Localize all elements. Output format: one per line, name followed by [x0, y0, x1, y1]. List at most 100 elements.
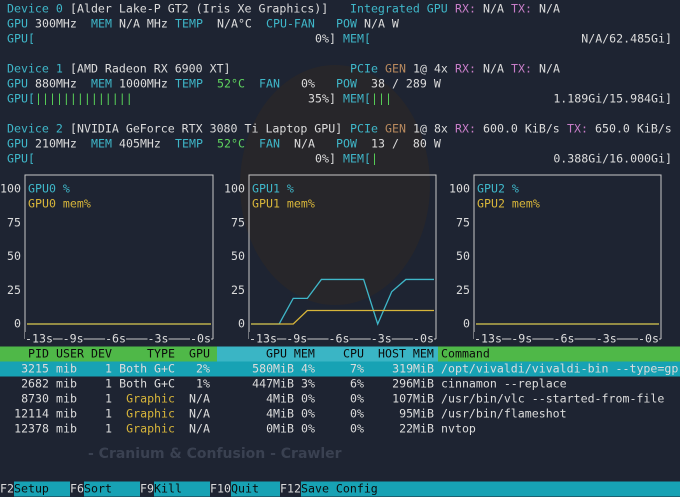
column-header: GPU	[189, 347, 210, 361]
mem-usage: N/A/62.485Gi	[581, 32, 665, 46]
y-tick-label: 100	[224, 182, 245, 196]
x-tick-bg	[413, 332, 434, 346]
selected-row-bg	[0, 361, 680, 377]
mem-label: MEM	[91, 17, 112, 31]
fan-value: N/A	[294, 137, 315, 151]
footer-label-bg	[84, 481, 140, 497]
gpu-clock: 880MHz	[35, 77, 77, 91]
gpu-clock: 210MHz	[35, 137, 77, 151]
y-tick-label: 50	[7, 249, 21, 263]
footer-action[interactable]: Setup	[14, 482, 49, 496]
footer-action[interactable]: Sort	[84, 482, 112, 496]
footer-key[interactable]: F10	[210, 482, 231, 496]
gen-label: GEN	[385, 122, 406, 136]
footer-key[interactable]: F9	[140, 482, 154, 496]
x-tick-bg	[105, 332, 127, 346]
process-pid: 8730	[21, 392, 49, 406]
gpu-util: 0%	[315, 32, 329, 46]
series-line	[251, 309, 434, 325]
y-tick-label: 25	[231, 283, 245, 297]
mem-bar-open: MEM[	[343, 152, 371, 166]
device-id: Device 0	[7, 2, 63, 16]
process-command: /usr/bin/vlc --started-from-file	[441, 392, 664, 406]
process-gpu: 1%	[196, 377, 210, 391]
y-tick-label: 25	[7, 283, 21, 297]
footer-label-bg	[231, 481, 280, 497]
legend-entry: GPU1 mem%	[252, 197, 315, 211]
x-tick-label: -13s	[249, 332, 277, 346]
pow-label: POW	[336, 77, 357, 91]
rx-value: 600.0 KiB/s	[483, 122, 560, 136]
mem-bar-close: ]	[665, 92, 672, 106]
temperature: 52°C	[217, 77, 245, 91]
device-model: [Alder Lake-P GT2 (Iris Xe Graphics)]	[70, 2, 328, 16]
tx-value: N/A	[539, 62, 560, 76]
process-host-mem: 95MiB	[399, 407, 434, 421]
legend-entry: GPU0 mem%	[28, 197, 91, 211]
column-header: TYPE	[147, 347, 175, 361]
device-model: [AMD Radeon RX 6900 XT]	[70, 62, 231, 76]
x-tick-bg	[553, 332, 575, 346]
mem-usage: 0.388Gi/16.000Gi	[553, 152, 665, 166]
mem-label: MEM	[91, 137, 112, 151]
process-host-mem: 22MiB	[399, 422, 434, 436]
footer-action[interactable]: Quit	[231, 482, 259, 496]
footer-action[interactable]: Save Config	[301, 482, 378, 496]
process-gpu: N/A	[189, 407, 210, 421]
process-user: mib	[56, 392, 77, 406]
process-cpu: 0%	[350, 407, 364, 421]
x-tick-bg	[370, 332, 392, 346]
process-dev: 1	[105, 392, 112, 406]
process-cpu: 0%	[350, 392, 364, 406]
footer-key[interactable]: F6	[70, 482, 84, 496]
x-tick-label: -6s	[329, 332, 350, 346]
process-cpu: 7%	[350, 362, 364, 376]
legend-entry: GPU1 %	[252, 182, 294, 196]
process-mem-pct: 0%	[301, 407, 315, 421]
footer-key[interactable]: F2	[0, 482, 14, 496]
process-command: nvtop	[441, 422, 476, 436]
fan-label: CPU-FAN	[266, 17, 315, 31]
gpu-bar-open: GPU[	[7, 32, 35, 46]
rx-label: RX:	[455, 2, 476, 16]
x-tick-label: -6s	[554, 332, 575, 346]
gpu-label: GPU	[7, 17, 28, 31]
footer-action[interactable]: Kill	[154, 482, 182, 496]
tx-label: TX:	[511, 2, 532, 16]
rx-label: RX:	[455, 122, 476, 136]
rx-label: RX:	[455, 62, 476, 76]
header-bg-sorted	[217, 346, 438, 362]
x-tick-bg	[328, 332, 350, 346]
temperature: N/A°C	[217, 17, 252, 31]
gpu-bar-open: GPU[	[7, 152, 35, 166]
mem-bar-open: MEM[	[343, 92, 371, 106]
process-dev: 1	[105, 362, 112, 376]
gpu-util: 0%	[315, 152, 329, 166]
process-gpu-mem: 4MiB	[266, 407, 294, 421]
wallpaper-text: - Cranium & Confusion - Crawler	[88, 446, 342, 462]
column-header: USER	[56, 347, 84, 361]
x-tick-label: -9s	[511, 332, 532, 346]
chart-frame	[248, 174, 437, 339]
footer-key[interactable]: F12	[280, 482, 301, 496]
gpu-bar-close: ]	[329, 152, 336, 166]
temp-label: TEMP	[175, 77, 203, 91]
legend-entry: GPU2 %	[477, 182, 519, 196]
process-type: Graphic	[126, 392, 175, 406]
process-dev: 1	[105, 407, 112, 421]
process-cpu: 6%	[350, 377, 364, 391]
x-tick-label: -0s	[413, 332, 434, 346]
x-tick-label: -13s	[474, 332, 502, 346]
process-host-mem: 319MiB	[392, 362, 434, 376]
process-gpu: N/A	[189, 392, 210, 406]
rx-value: N/A	[483, 2, 504, 16]
process-mem-pct: 0%	[301, 422, 315, 436]
mem-bar-close: ]	[665, 32, 672, 46]
temp-label: TEMP	[175, 17, 203, 31]
process-type: Graphic	[126, 407, 175, 421]
process-user: mib	[56, 377, 77, 391]
chart-frame	[473, 174, 662, 339]
footer-label-bg	[301, 481, 680, 497]
x-tick-bg	[190, 332, 211, 346]
